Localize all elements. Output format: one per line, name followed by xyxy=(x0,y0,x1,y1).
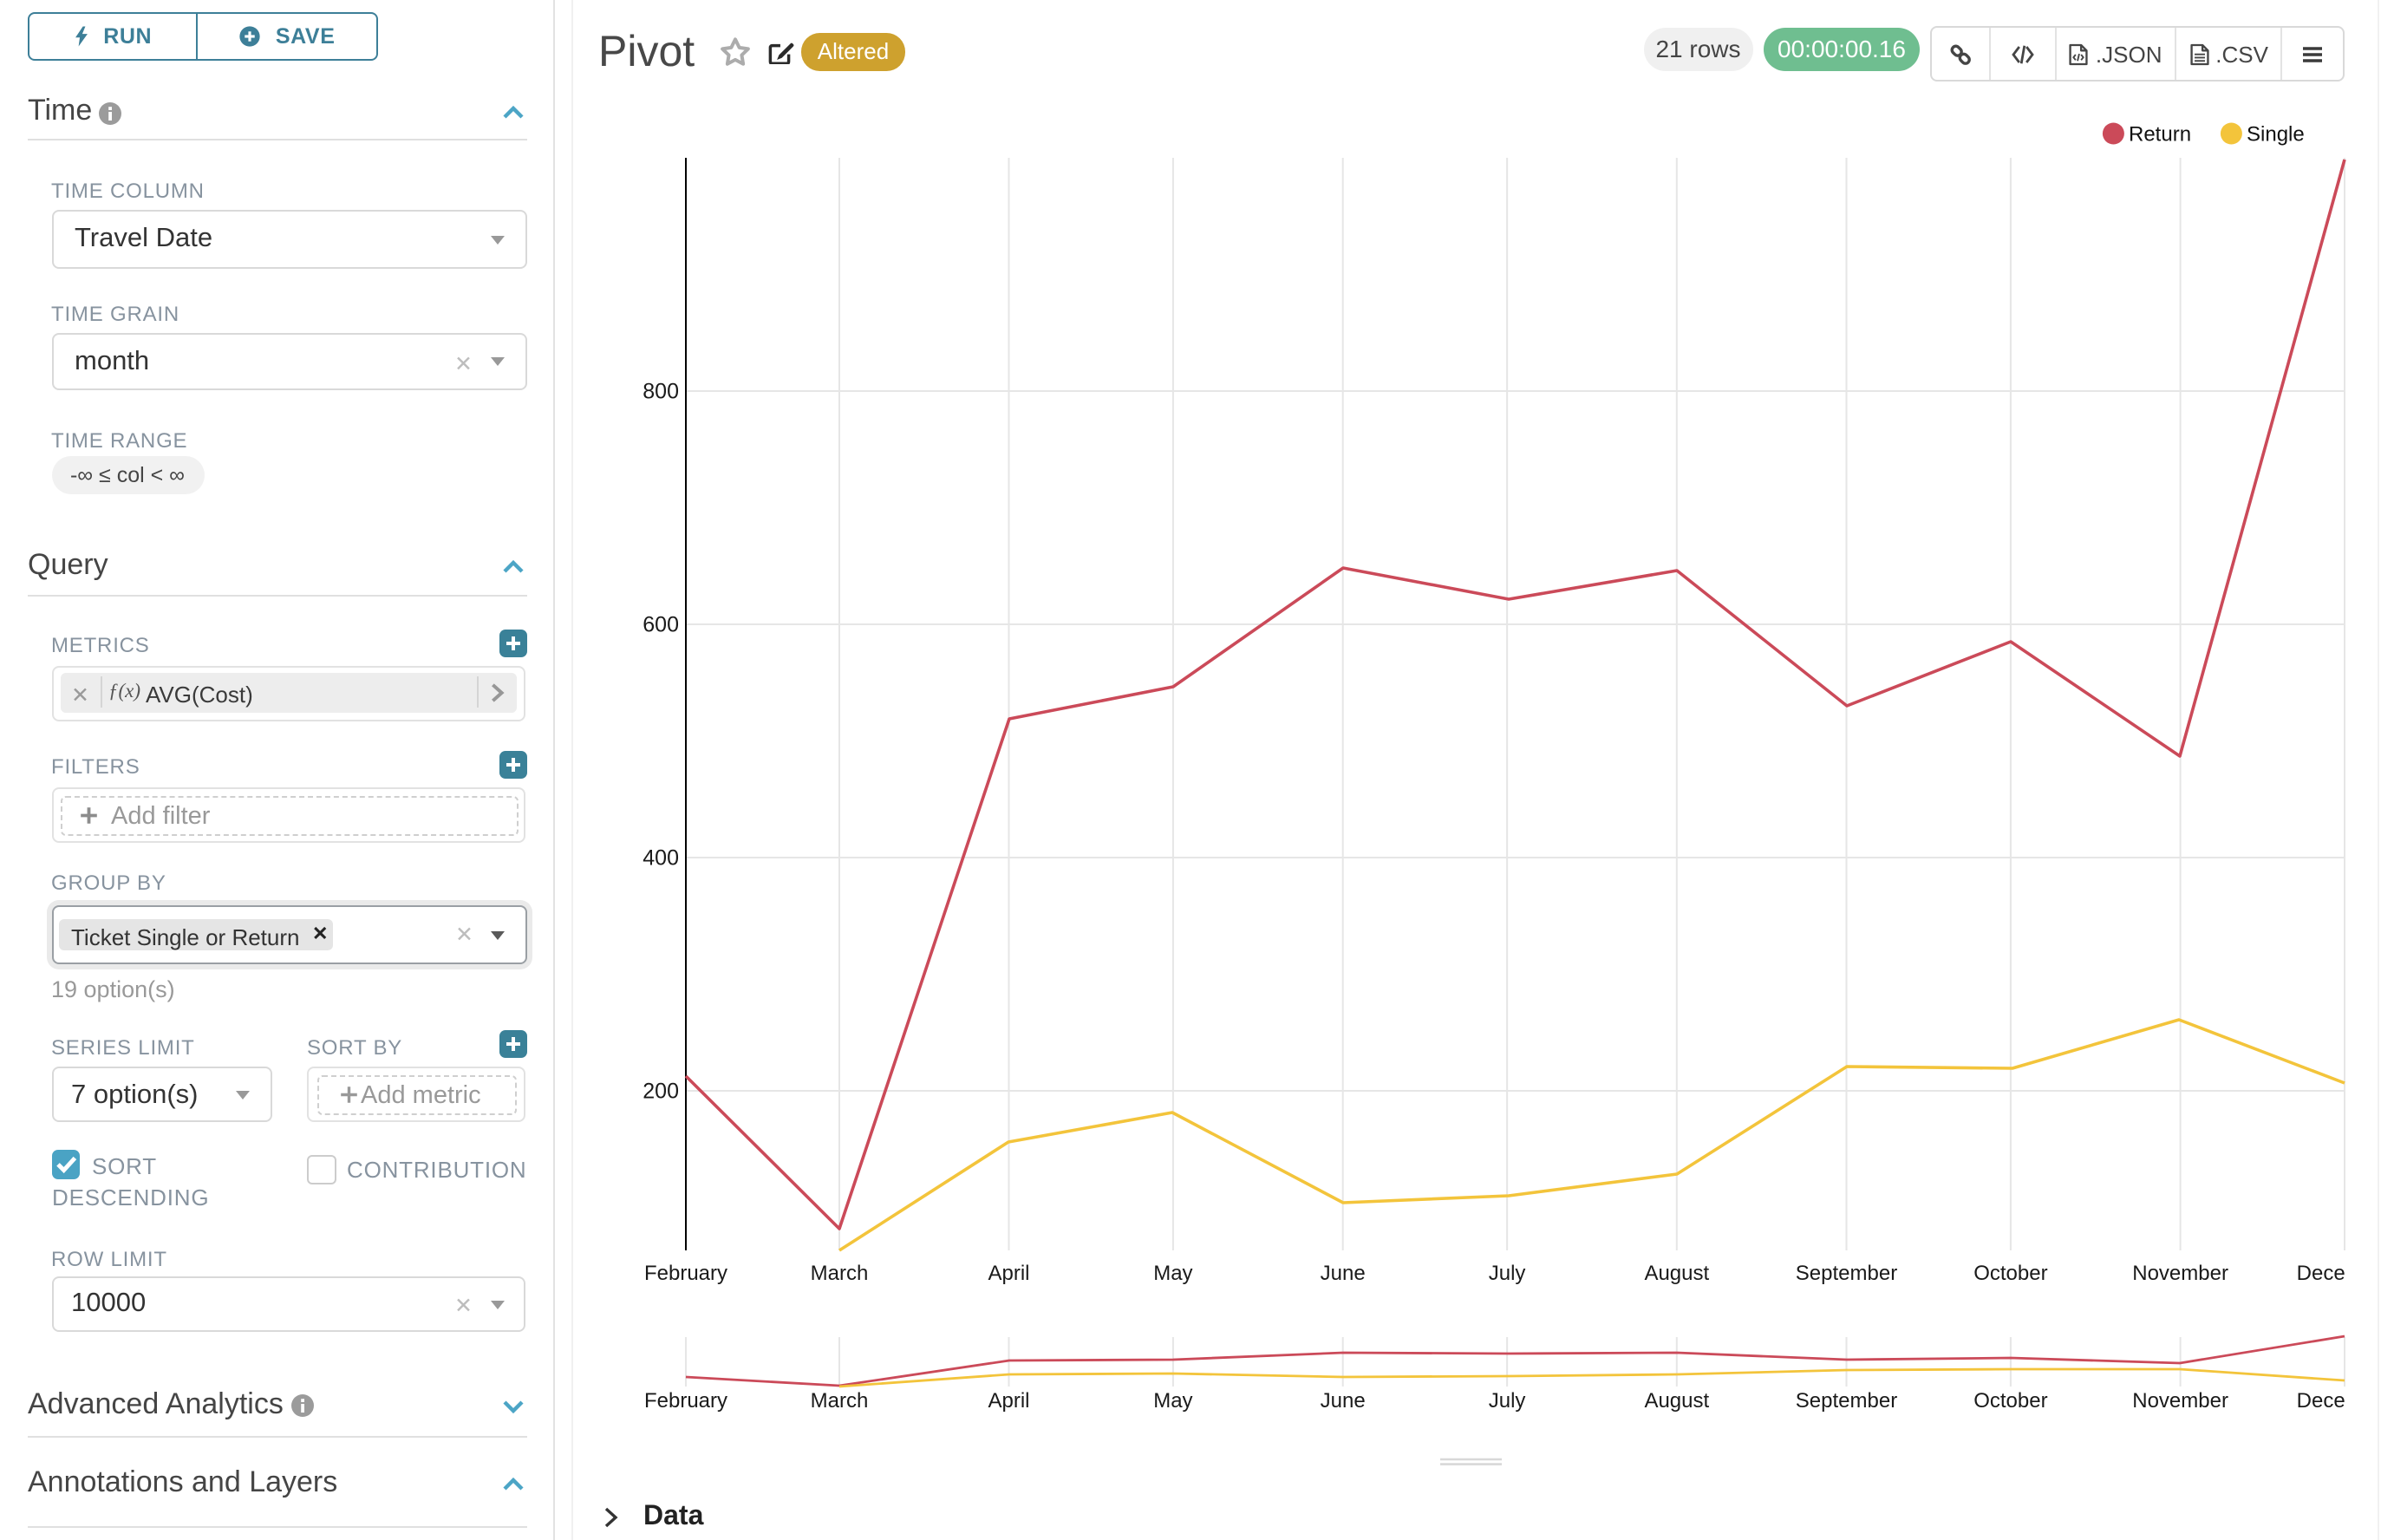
svg-text:May: May xyxy=(1153,1262,1192,1285)
svg-text:200: 200 xyxy=(643,1079,679,1103)
svg-text:August: August xyxy=(1644,1389,1709,1413)
svg-text:November: November xyxy=(2132,1389,2228,1413)
svg-text:Return: Return xyxy=(2129,123,2191,147)
svg-text:June: June xyxy=(1321,1389,1366,1413)
svg-text:September: September xyxy=(1796,1262,1897,1285)
svg-text:November: November xyxy=(2132,1262,2228,1285)
svg-text:July: July xyxy=(1489,1389,1526,1413)
svg-text:April: April xyxy=(988,1389,1029,1413)
svg-text:September: September xyxy=(1796,1389,1897,1413)
svg-text:February: February xyxy=(644,1389,727,1413)
svg-text:December: December xyxy=(2297,1262,2346,1285)
svg-text:August: August xyxy=(1644,1262,1709,1285)
svg-text:Single: Single xyxy=(2247,123,2305,147)
svg-text:March: March xyxy=(811,1262,869,1285)
svg-text:April: April xyxy=(988,1262,1029,1285)
svg-text:May: May xyxy=(1153,1389,1192,1413)
svg-text:October: October xyxy=(1973,1389,2047,1413)
svg-text:October: October xyxy=(1973,1262,2047,1285)
svg-text:600: 600 xyxy=(643,612,679,636)
svg-text:December: December xyxy=(2297,1389,2346,1413)
svg-text:February: February xyxy=(644,1262,727,1285)
svg-text:800: 800 xyxy=(643,379,679,403)
svg-text:June: June xyxy=(1321,1262,1366,1285)
svg-text:400: 400 xyxy=(643,845,679,870)
svg-text:July: July xyxy=(1489,1262,1526,1285)
svg-text:March: March xyxy=(811,1389,869,1413)
